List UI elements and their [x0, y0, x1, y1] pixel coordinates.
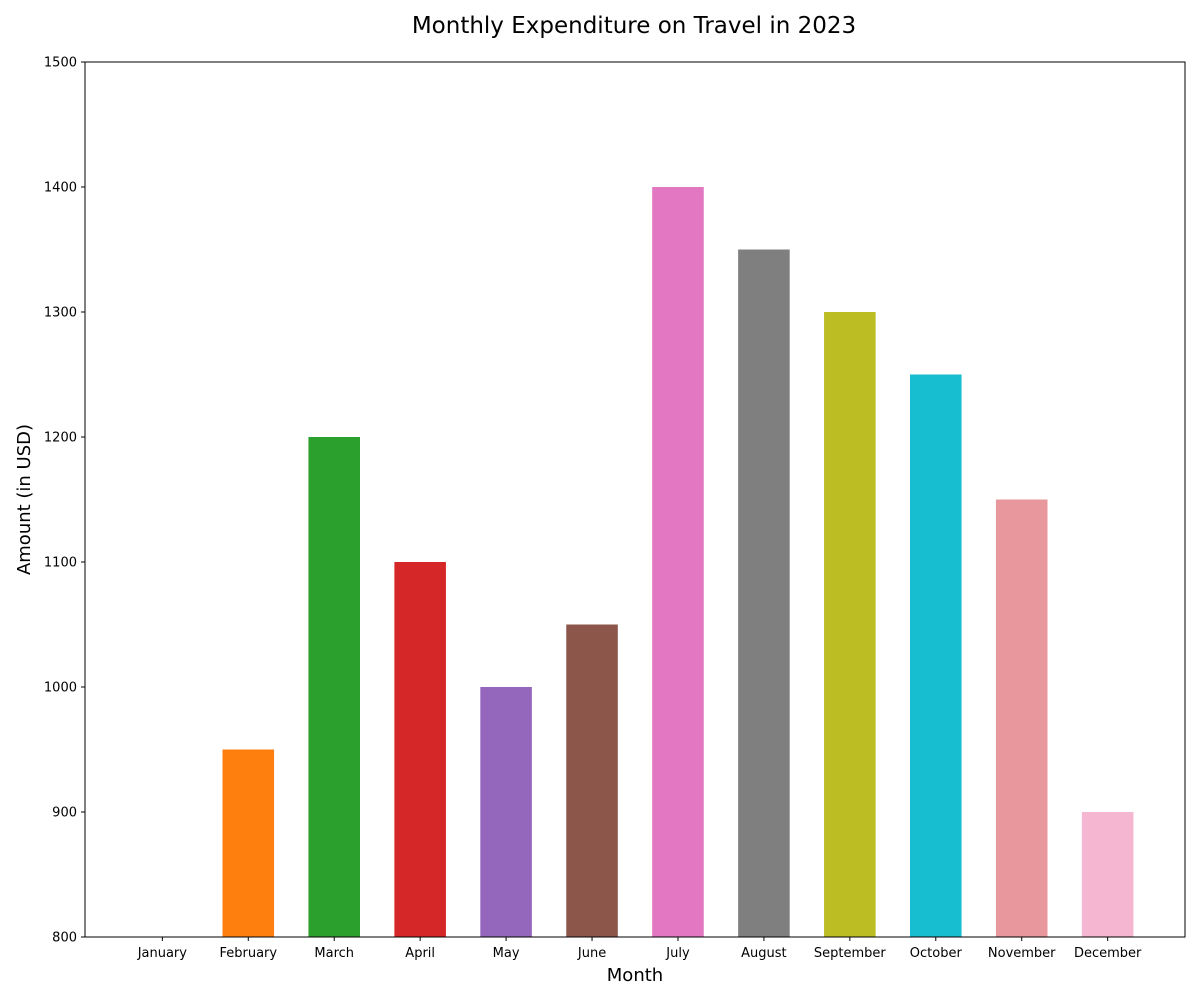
y-tick-label: 1400	[44, 181, 77, 196]
y-tick-label: 1200	[44, 431, 77, 446]
x-tick-label: March	[314, 946, 354, 961]
y-tick-label: 1500	[44, 56, 77, 71]
x-tick-label: September	[814, 946, 887, 961]
y-tick-label: 800	[52, 931, 77, 946]
bar-may	[480, 687, 532, 937]
bar-december	[1081, 812, 1134, 937]
x-tick-label: April	[405, 946, 435, 961]
y-tick-label: 1300	[44, 306, 77, 321]
bar-june	[566, 624, 618, 937]
y-tick-label: 1000	[44, 681, 77, 696]
bars-layer	[222, 187, 1134, 937]
x-axis-label: Month	[607, 965, 663, 986]
x-tick-label: June	[577, 946, 606, 961]
y-tick-label: 1100	[44, 556, 77, 571]
y-axis-label: Amount (in USD)	[14, 424, 35, 575]
bar-september	[824, 312, 876, 937]
x-tick-label: February	[219, 946, 277, 961]
y-axis-ticks: 800 900 1000 1100 1200 1300 1400 1500	[44, 56, 85, 946]
bar-july	[652, 187, 704, 937]
bar-march	[308, 437, 360, 937]
x-tick-label: December	[1074, 946, 1142, 961]
bar-april	[394, 562, 446, 937]
x-tick-label: May	[493, 946, 520, 961]
x-tick-label: November	[988, 946, 1056, 961]
bar-october	[910, 374, 962, 937]
x-axis-ticks: January February March April May June July Augu…	[137, 937, 1142, 961]
x-tick-label: July	[665, 946, 690, 961]
plot-frame	[84, 61, 1186, 938]
bar-february	[222, 749, 275, 937]
y-tick-label: 900	[52, 806, 77, 821]
bar-august	[738, 249, 790, 937]
chart-title: Monthly Expenditure on Travel in 2023	[412, 13, 856, 39]
x-tick-label: August	[741, 946, 787, 961]
bar-november	[995, 499, 1048, 937]
x-tick-label: October	[910, 946, 963, 961]
x-tick-label: January	[137, 946, 188, 961]
